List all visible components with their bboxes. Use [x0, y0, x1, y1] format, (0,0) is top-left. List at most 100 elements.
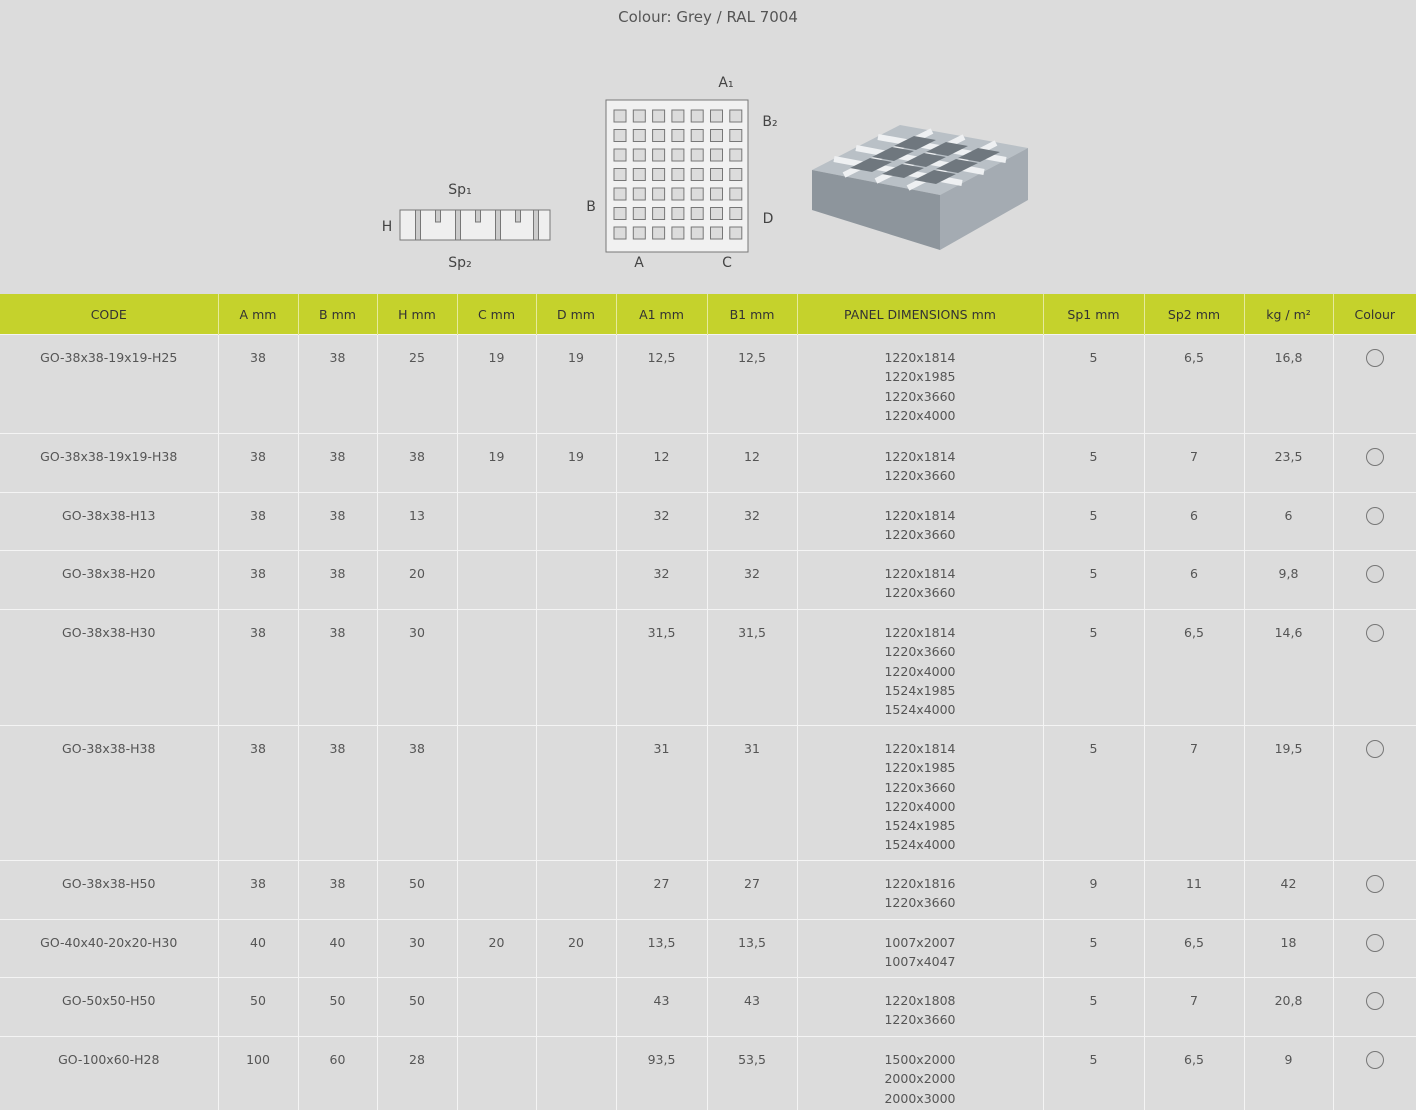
- table-cell: 16,8: [1243, 334, 1333, 434]
- grid-cell: [671, 109, 685, 123]
- table-cell: 38: [297, 860, 377, 920]
- column-header: kg / m²: [1243, 294, 1333, 335]
- table-cell: 38: [376, 433, 457, 493]
- label-a: A: [634, 255, 644, 271]
- panel-dimensions-cell: 1220x1814 1220x1985 1220x3660 1220x4000 1524…: [796, 725, 1043, 861]
- grid-cell: [671, 129, 685, 142]
- column-header: Colour: [1332, 294, 1416, 335]
- grating-cells: [850, 136, 1000, 184]
- panel-dimensions-cell: 1220x1814 1220x3660: [796, 550, 1043, 610]
- table-cell: 12: [706, 433, 797, 493]
- table-cell: GO-38x38-19x19-H25: [0, 334, 218, 434]
- table-cell: 25: [376, 334, 457, 434]
- table-cell: 100: [217, 1036, 298, 1110]
- table-cell: 50: [217, 977, 298, 1037]
- grid-cell: [632, 187, 646, 201]
- table-cell: 53,5: [706, 1036, 797, 1110]
- grid-cell: [652, 129, 666, 142]
- table-cell: 42: [1243, 860, 1333, 920]
- grid-cell: [729, 168, 743, 181]
- panel-dimension: 1220x1814: [884, 508, 956, 523]
- empty-cell: [535, 860, 616, 920]
- panel-dimensions-cell: 1220x1816 1220x3660: [796, 860, 1043, 920]
- grid-cell: [632, 109, 646, 123]
- table-cell: 9: [1042, 860, 1144, 920]
- panel-dimension: 1220x1816: [884, 876, 956, 891]
- grid-cell: [690, 187, 704, 201]
- panel-dimension: 1220x3660: [884, 468, 956, 484]
- panel-dimension: 1220x1985: [884, 760, 956, 776]
- grid-cell: [613, 148, 627, 162]
- colour-cell: [1332, 550, 1416, 610]
- panel-dimensions-cell: 1500x2000 2000x2000 2000x3000: [796, 1036, 1043, 1110]
- grid-cell: [632, 148, 646, 162]
- table-row: GO-50x50-H50 50 50 50 43 43 1220x1808 1220x3660…: [0, 977, 1416, 1037]
- spec-table: CODE A mm B mm H mm C mm D mm A1 mm B1 mm PANEL …: [0, 294, 1416, 1110]
- grid-cell: [671, 148, 685, 162]
- grid-cell: [652, 226, 666, 240]
- grid-cell: [690, 226, 704, 240]
- table-cell: 32: [615, 550, 707, 610]
- grid-cell: [729, 129, 743, 142]
- colour-swatch: [1365, 992, 1384, 1010]
- column-header: C mm: [456, 294, 536, 335]
- panel-dimensions-cell: 1007x2007 1007x4047: [796, 919, 1043, 978]
- label-a1: A₁: [718, 75, 733, 91]
- table-cell: 19: [456, 433, 536, 493]
- table-cell: 5: [1042, 609, 1144, 726]
- colour-swatch: [1365, 624, 1384, 642]
- table-cell: 38: [217, 860, 298, 920]
- table-row: GO-38x38-H50 38 38 50 27 27 1220x1816 1220x3660…: [0, 860, 1416, 920]
- grid-cell: [690, 109, 704, 123]
- table-cell: 27: [615, 860, 707, 920]
- table-cell: 38: [217, 433, 298, 493]
- grid-cell: [710, 187, 723, 201]
- empty-cell: [535, 977, 616, 1037]
- grid-cell: [729, 187, 743, 201]
- label-sp1: Sp₁: [448, 182, 471, 198]
- empty-cell: [456, 550, 536, 610]
- panel-dimension: 1220x1814: [884, 625, 956, 640]
- colour-cell: [1332, 334, 1416, 434]
- grid-diagram: [605, 99, 749, 253]
- colour-cell: [1332, 725, 1416, 861]
- label-b: B: [586, 199, 596, 215]
- table-cell: 38: [217, 609, 298, 726]
- panel-dimension: 1220x3660: [884, 388, 956, 404]
- label-d: D: [763, 211, 774, 227]
- panel-dimension: 1007x4047: [884, 954, 956, 970]
- grid-cell: [652, 168, 666, 181]
- colour-swatch: [1365, 740, 1384, 758]
- panel-dimension: 1220x3660: [884, 779, 956, 795]
- panel-dimension: 1220x3660: [884, 1012, 956, 1028]
- colour-swatch: [1365, 565, 1384, 583]
- table-cell: 38: [297, 725, 377, 861]
- column-header: CODE: [0, 294, 218, 335]
- table-cell: 60: [297, 1036, 377, 1110]
- grid-cell: [690, 168, 704, 181]
- profile-bar: [455, 209, 461, 241]
- colour-swatch: [1365, 934, 1384, 952]
- column-header: PANEL DIMENSIONS mm: [796, 294, 1043, 335]
- table-cell: 31: [615, 725, 707, 861]
- panel-dimension: 1220x4000: [884, 798, 956, 814]
- grid-cell: [710, 207, 723, 220]
- grating-front: [812, 170, 940, 250]
- table-cell: 7: [1143, 725, 1244, 861]
- profile-bar: [475, 209, 481, 223]
- table-cell: 5: [1042, 977, 1144, 1037]
- table-cell: 93,5: [615, 1036, 707, 1110]
- grid-cell: [652, 187, 666, 201]
- table-row: GO-38x38-H30 38 38 30 31,5 31,5 1220x1814 1220x…: [0, 609, 1416, 726]
- colour-cell: [1332, 433, 1416, 493]
- colour-cell: [1332, 1036, 1416, 1110]
- column-header: H mm: [376, 294, 457, 335]
- panel-dimension: 2000x2000: [884, 1071, 956, 1087]
- profile-diagram: [399, 209, 551, 241]
- colour-cell: [1332, 492, 1416, 551]
- table-cell: GO-40x40-20x20-H30: [0, 919, 218, 978]
- table-cell: 38: [217, 550, 298, 610]
- colour-swatch: [1365, 507, 1384, 525]
- grid-cell: [632, 207, 646, 220]
- empty-cell: [456, 609, 536, 726]
